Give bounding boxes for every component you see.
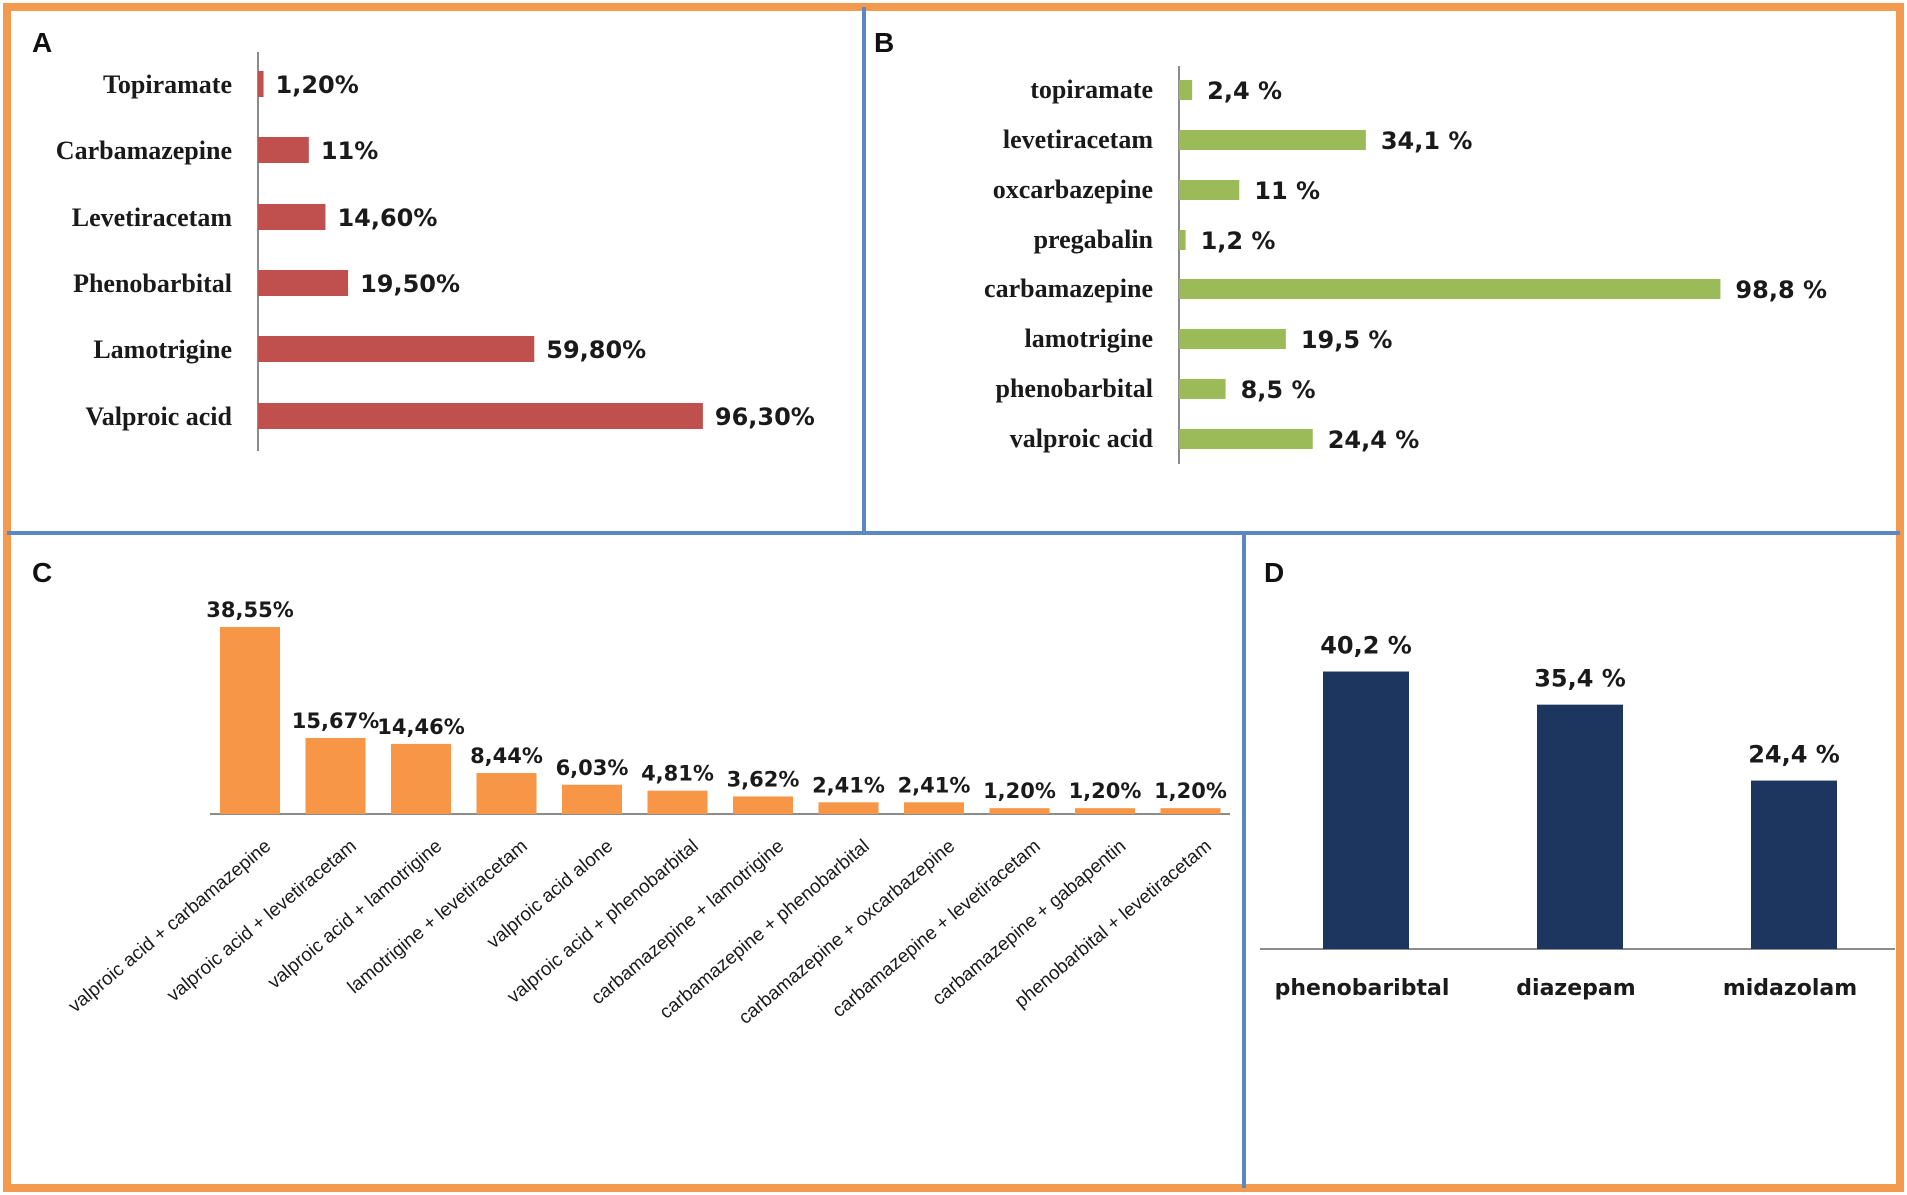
data-label-c: 1,20% (1154, 779, 1227, 803)
category-label-d: phenobaribtal (1275, 976, 1450, 1001)
panel-label-d: D (1264, 557, 1284, 588)
data-label-c: 8,44% (470, 744, 543, 768)
data-label-a: 59,80% (546, 336, 646, 364)
bar-c (305, 738, 366, 814)
category-label-b: oxcarbazepine (993, 175, 1153, 204)
bar-c (562, 784, 622, 814)
category-label-b: pregabalin (1034, 225, 1154, 254)
panel-label-a: A (32, 27, 52, 58)
bar-c (1160, 808, 1221, 814)
data-label-c: 1,20% (1069, 779, 1142, 803)
category-label-b: valproic acid (1010, 424, 1154, 453)
bar-d (1751, 780, 1837, 949)
data-label-d: 40,2 % (1320, 632, 1412, 660)
bar-b (1179, 279, 1721, 299)
bar-b (1179, 429, 1313, 449)
data-label-c: 38,55% (206, 598, 293, 622)
data-label-a: 14,60% (337, 204, 437, 232)
category-label-a: Valproic acid (85, 402, 232, 431)
outer-frame (3, 3, 1904, 1192)
data-label-d: 35,4 % (1534, 665, 1626, 693)
category-label-d: diazepam (1516, 976, 1635, 1001)
category-label-c: valproic acid + lamotrigine (264, 836, 446, 994)
bar-a (258, 71, 264, 97)
bar-a (258, 403, 703, 429)
data-label-c: 15,67% (292, 709, 379, 733)
bar-c (391, 743, 451, 814)
bar-b (1179, 80, 1193, 100)
category-label-b: topiramate (1030, 75, 1153, 104)
bar-c (818, 802, 879, 814)
data-label-c: 1,20% (983, 779, 1056, 803)
bar-b (1179, 379, 1226, 399)
data-label-c: 6,03% (556, 756, 629, 780)
data-label-a: 1,20% (276, 71, 359, 99)
data-label-c: 4,81% (641, 762, 714, 786)
category-label-b: phenobarbital (996, 374, 1154, 403)
data-label-b: 34,1 % (1381, 127, 1473, 155)
data-label-a: 11% (321, 137, 378, 165)
data-label-b: 19,5 % (1301, 326, 1393, 354)
bar-c (733, 796, 793, 814)
bar-d (1537, 704, 1623, 949)
data-label-d: 24,4 % (1748, 741, 1840, 769)
data-label-b: 24,4 % (1328, 426, 1420, 454)
bar-c (1075, 808, 1135, 814)
bar-a (258, 336, 535, 362)
category-label-a: Carbamazepine (56, 136, 232, 165)
data-label-b: 98,8 % (1735, 276, 1827, 304)
bar-a (258, 137, 309, 163)
data-label-c: 2,41% (898, 773, 971, 797)
bar-a (258, 204, 326, 230)
category-label-b: lamotrigine (1024, 324, 1153, 353)
chart-panel-d: 40,2 % phenobaribtal 35,4 % diazepam 24,4 % m… (1260, 632, 1895, 1001)
data-label-c: 3,62% (727, 767, 800, 791)
data-label-a: 19,50% (360, 270, 460, 298)
bar-b (1179, 230, 1186, 250)
data-label-b: 2,4 % (1207, 77, 1282, 105)
category-label-a: Phenobarbital (73, 269, 232, 298)
bar-a (258, 270, 349, 296)
category-label-a: Levetiracetam (72, 203, 233, 232)
chart-panel-a: Topiramate 1,20% Carbamazepine 11% Levetirac… (56, 52, 815, 451)
data-label-c: 14,46% (377, 715, 464, 739)
chart-panel-b: topiramate 2,4 % levetiracetam 34,1 % oxcarb… (984, 66, 1827, 464)
category-label-a: Lamotrigine (93, 335, 232, 364)
panel-label-c: C (32, 557, 52, 588)
data-label-b: 8,5 % (1241, 376, 1316, 404)
bar-c (904, 802, 964, 814)
data-label-a: 96,30% (715, 403, 815, 431)
category-label-b: levetiracetam (1003, 125, 1153, 154)
category-label-c: lamotrigine + levetiracetam (344, 836, 532, 998)
bar-b (1179, 130, 1366, 150)
bar-d (1323, 671, 1409, 949)
bar-c (989, 808, 1050, 814)
data-label-c: 2,41% (812, 773, 885, 797)
data-label-b: 11 % (1254, 177, 1320, 205)
chart-panel-c: 38,55%valproic acid + carbamazepine15,67… (65, 598, 1230, 1029)
bar-c (220, 627, 280, 814)
bar-c (647, 790, 708, 814)
category-label-b: carbamazepine (984, 274, 1153, 303)
bar-c (476, 773, 537, 814)
panel-label-b: B (874, 27, 894, 58)
bar-b (1179, 329, 1286, 349)
data-label-b: 1,2 % (1201, 227, 1276, 255)
bar-b (1179, 180, 1240, 200)
category-label-d: midazolam (1723, 976, 1857, 1001)
category-label-a: Topiramate (103, 70, 232, 99)
